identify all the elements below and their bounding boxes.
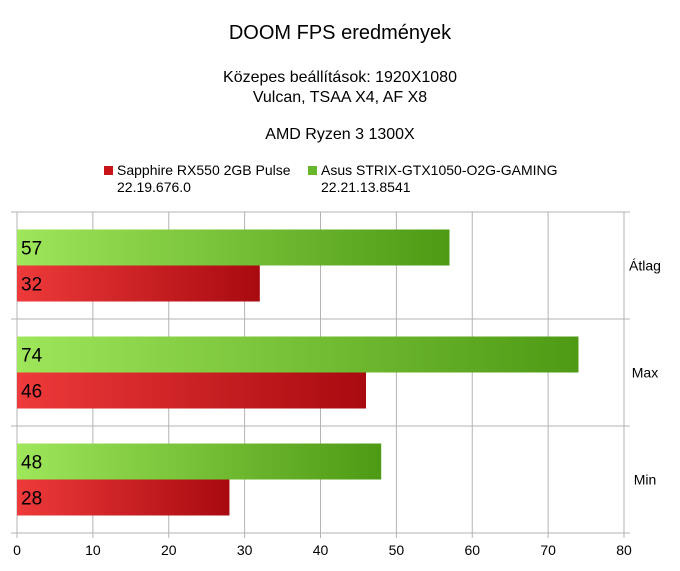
legend-label-asus: Asus STRIX-GTX1050-O2G-GAMING 22.21.13.8… — [321, 162, 558, 196]
data-label-asus-2: 48 — [21, 453, 42, 474]
data-label-asus-1: 74 — [21, 346, 43, 367]
x-tick-label-80: 80 — [616, 542, 632, 558]
bar-asus-1 — [17, 336, 579, 373]
x-tick-label-40: 40 — [313, 542, 329, 558]
chart-title: DOOM FPS eredmények — [228, 22, 452, 44]
legend-label-sapphire-line-2: 22.19.676.0 — [117, 179, 191, 195]
x-tick-label-0: 0 — [13, 542, 21, 558]
bar-asus-2 — [17, 443, 382, 480]
x-tick-label-20: 20 — [161, 542, 177, 558]
x-tick-label-70: 70 — [540, 542, 556, 558]
chart-subtitle-line-1: Közepes beállítások: 1920X1080 — [223, 69, 457, 86]
data-label-asus-0: 57 — [21, 239, 42, 260]
x-tick-label-60: 60 — [464, 542, 480, 558]
chart-legend: Sapphire RX550 2GB Pulse 22.19.676.0 Asu… — [0, 162, 680, 202]
chart-subtitle-line-2: Vulcan, TSAA X4, AF X8 — [252, 89, 428, 106]
x-tick-label-50: 50 — [389, 542, 405, 558]
category-label-1: Max — [632, 365, 658, 381]
legend-swatch-asus — [308, 166, 317, 175]
category-label-0: Átlag — [629, 258, 661, 274]
legend-label-sapphire-line-1: Sapphire RX550 2GB Pulse — [117, 162, 291, 178]
data-label-sapphire-0: 32 — [21, 275, 42, 296]
data-label-sapphire-2: 28 — [21, 489, 42, 510]
bar-asus-0 — [17, 229, 450, 266]
legend-label-sapphire: Sapphire RX550 2GB Pulse 22.19.676.0 — [117, 162, 291, 196]
data-label-sapphire-1: 46 — [21, 382, 42, 403]
x-tick-label-10: 10 — [85, 542, 101, 558]
bar-sapphire-2 — [17, 479, 230, 516]
legend-label-asus-line-2: 22.21.13.8541 — [321, 179, 411, 195]
bar-sapphire-0 — [17, 265, 260, 302]
x-tick-label-30: 30 — [237, 542, 253, 558]
category-label-2: Min — [634, 472, 657, 488]
legend-swatch-sapphire — [104, 166, 113, 175]
chart-subtitle-line-3: AMD Ryzen 3 1300X — [265, 126, 415, 143]
legend-label-asus-line-1: Asus STRIX-GTX1050-O2G-GAMING — [321, 162, 558, 178]
bar-sapphire-1 — [17, 372, 367, 409]
